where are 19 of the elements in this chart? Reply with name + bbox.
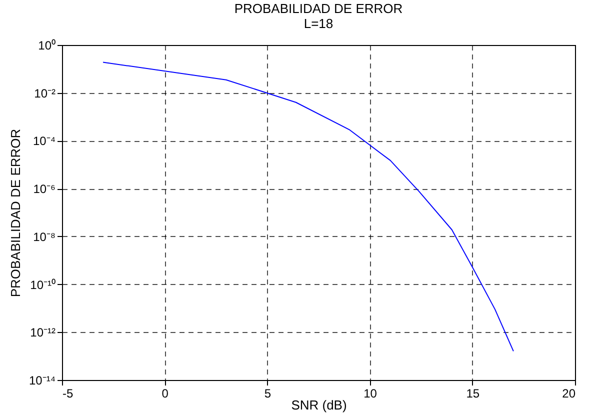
y-axis-title: PROBABILIDAD DE ERROR — [8, 128, 23, 298]
line-series — [102, 62, 514, 352]
y-tick-label: 10⁰ — [38, 38, 56, 52]
x-axis-title: SNR (dB) — [291, 398, 347, 412]
x-tick-label: 20 — [562, 386, 576, 400]
y-tick-label: 10⁻⁸ — [33, 230, 56, 244]
y-tick-label: 10⁻² — [34, 86, 56, 100]
x-tick-label: 10 — [364, 386, 378, 400]
y-tick-label: 10⁻¹⁴ — [29, 374, 56, 388]
x-tick-label: 0 — [162, 386, 169, 400]
x-tick-label: 15 — [466, 386, 480, 400]
y-tick-label: 10⁻⁶ — [33, 182, 56, 196]
x-tick-label: -5 — [62, 386, 74, 400]
y-tick-label: 10⁻⁴ — [32, 134, 56, 148]
y-tick-label: 10⁻¹⁰ — [30, 278, 56, 292]
x-tick-label: 5 — [264, 386, 272, 400]
y-tick-label: 10⁻¹² — [30, 326, 56, 340]
chart-title: PROBABILIDAD DE ERROR — [234, 1, 403, 16]
chart-subtitle: L=18 — [304, 16, 334, 31]
